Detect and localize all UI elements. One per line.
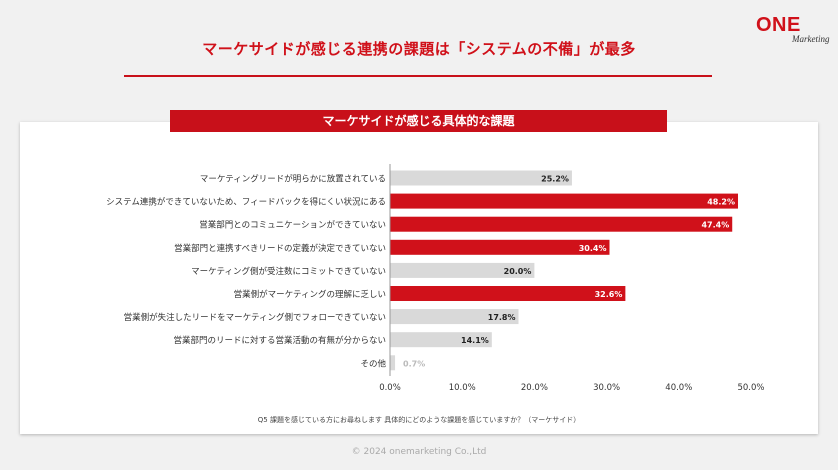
chart-card: マーケティングリードが明らかに放置されている 25.2% システム連携ができていない… [20, 110, 818, 434]
copyright: © 2024 onemarketing Co.,Ltd [351, 447, 487, 457]
x-tick-label: 30.0% [593, 383, 620, 393]
data-label: 48.2% [707, 198, 735, 207]
chart-title: マーケサイドが感じる具体的な課題 [170, 110, 667, 132]
x-tick-label: 0.0% [379, 383, 401, 393]
logo-subscript: Marketing [792, 34, 830, 44]
bar [390, 170, 572, 186]
category-label: 営業部門とのコミュニケーションができていない [199, 220, 386, 231]
title-underline [124, 75, 712, 77]
logo-wordmark: ONE [756, 14, 801, 36]
bar [390, 286, 626, 301]
category-label: システム連携ができていないため、フィードバックを得にくい状況にある [106, 197, 386, 208]
bar [390, 239, 610, 255]
category-label: マーケティングリードが明らかに放置されている [200, 174, 386, 185]
survey-question-note: Q5 課題を感じている方にお尋ねします 具体的にどのような課題を感じていますか？… [257, 416, 581, 424]
bar [390, 355, 396, 371]
brand-logo: ONE Marketing [756, 12, 830, 52]
category-label: 営業部門のリードに対する営業活動の有無が分からない [173, 335, 386, 346]
data-label: 25.2% [541, 175, 569, 184]
data-label: 0.7% [403, 359, 425, 368]
data-label: 30.4% [579, 244, 607, 253]
category-label: 営業部門と連携すべきリードの定義が決定できていない [174, 243, 386, 254]
data-label: 32.6% [595, 290, 623, 299]
bar [390, 332, 492, 348]
page-title: マーケサイドが感じる連携の課題は「システムの不備」が最多 [202, 40, 636, 58]
x-tick-label: 10.0% [449, 383, 476, 393]
category-label: 営業側が失注したリードをマーケティング側でフォローできていない [124, 312, 386, 323]
bar [390, 193, 739, 209]
bar [390, 262, 535, 278]
data-label: 47.4% [701, 221, 729, 230]
data-label: 17.8% [488, 313, 516, 322]
x-tick-label: 20.0% [521, 383, 548, 393]
category-label: その他 [360, 358, 386, 369]
category-label: 営業側がマーケティングの理解に乏しい [234, 289, 386, 300]
bar [390, 216, 733, 232]
data-label: 20.0% [504, 267, 532, 276]
category-label: マーケティング側が受注数にコミットできていない [191, 266, 386, 277]
bar-chart: マーケティングリードが明らかに放置されている 25.2% システム連携ができていない… [106, 164, 765, 393]
bar [390, 309, 519, 325]
x-tick-label: 40.0% [665, 383, 692, 393]
x-tick-label: 50.0% [737, 383, 764, 393]
data-label: 14.1% [461, 336, 489, 345]
